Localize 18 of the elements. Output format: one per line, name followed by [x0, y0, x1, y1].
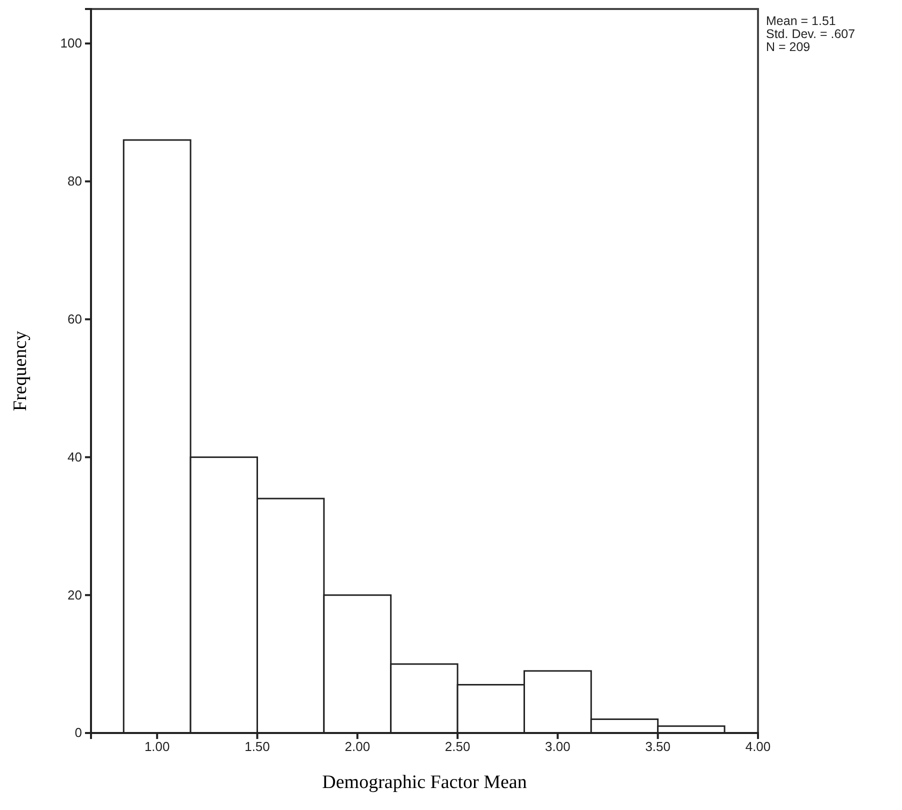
- text: N = 209: [766, 40, 810, 54]
- x-tick-label: 3.00: [545, 739, 570, 754]
- x-tick-label: 1.00: [144, 739, 170, 754]
- x-tick-label: 2.50: [444, 739, 470, 754]
- x-tick-label: 3.50: [645, 739, 671, 754]
- y-tick-label: 0: [74, 725, 82, 740]
- y-tick-label: 80: [68, 174, 82, 189]
- x-tick-label: 1.50: [244, 739, 270, 754]
- y-tick-label: 20: [68, 587, 82, 602]
- y-tick-label: 100: [60, 36, 82, 51]
- x-axis-title: Demographic Factor Mean: [322, 772, 528, 793]
- y-tick-label: 60: [68, 311, 82, 326]
- x-tick-label: 4.00: [745, 739, 771, 754]
- y-axis-title: Frequency: [10, 330, 31, 412]
- y-tick-label: 40: [68, 449, 82, 464]
- text: Std. Dev. = .607: [766, 27, 856, 41]
- text: Mean = 1.51: [766, 14, 836, 28]
- x-tick-label: 2.00: [344, 739, 370, 754]
